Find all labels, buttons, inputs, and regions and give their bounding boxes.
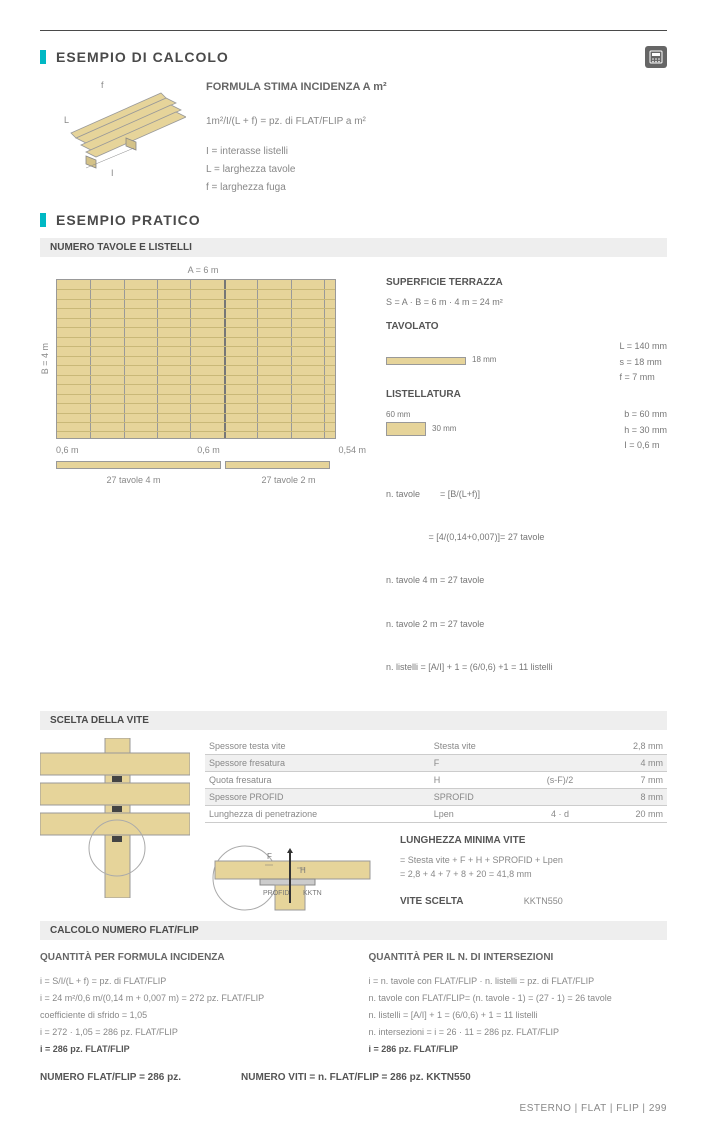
- qf-5: i = 286 pz. FLAT/FLIP: [40, 1041, 339, 1058]
- qi-0: i = n. tavole con FLAT/FLIP · n. listell…: [369, 973, 668, 990]
- svg-text:KKTN: KKTN: [303, 890, 322, 897]
- section-title: ESEMPIO PRATICO: [56, 212, 201, 228]
- dim-2: 0,54 m: [338, 445, 366, 455]
- dia-label-L: L: [64, 115, 69, 125]
- tav-spec-0: L = 140 mm: [620, 339, 667, 353]
- tav-1: 27 tavole 2 m: [261, 475, 315, 485]
- screw-cross-section-diagram: F H PROFID KKTN: [205, 843, 385, 913]
- cyan-accent-bar: [40, 50, 46, 64]
- h-quant-inter: QUANTITÀ PER IL N. DI INTERSEZIONI: [369, 948, 668, 967]
- qf-1: i = 24 m²/0,6 m/(0,14 m + 0,007 m) = 272…: [40, 990, 339, 1007]
- listello-cross-section: [386, 422, 426, 436]
- dia-label-I: I: [111, 168, 114, 178]
- calc-tav-2: n. tavole 4 m = 27 tavole: [386, 573, 667, 587]
- dia-label-f: f: [101, 80, 104, 90]
- list-spec-1: h = 30 mm: [624, 423, 667, 437]
- table-row: Spessore testa viteStesta vite2,8 mm: [205, 738, 667, 755]
- h-quant-formula: QUANTITÀ PER FORMULA INCIDENZA: [40, 948, 339, 967]
- section-title: ESEMPIO DI CALCOLO: [56, 49, 229, 65]
- table-row: Spessore PROFIDSPROFID8 mm: [205, 788, 667, 805]
- qf-3: coefficiente di sfrido = 1,05: [40, 1007, 339, 1024]
- deck-left-label: B = 4 m: [40, 343, 50, 374]
- svg-text:H: H: [300, 866, 306, 875]
- svg-text:PROFID: PROFID: [263, 890, 289, 897]
- deck-top-label: A = 6 m: [40, 265, 366, 275]
- board-4m: [56, 461, 221, 469]
- calc-tav-0: n. tavole = [B/(L+f)]: [386, 487, 667, 501]
- list-spec-0: b = 60 mm: [624, 407, 667, 421]
- vite-scelta-val: KKTN550: [524, 894, 563, 910]
- section-header-calcolo: ESEMPIO DI CALCOLO: [40, 46, 667, 68]
- formula-legend-1: L = larghezza tavole: [206, 161, 667, 179]
- tav-t: 18 mm: [472, 354, 496, 367]
- table-row: Spessore fresaturaF4 mm: [205, 754, 667, 771]
- qf-4: i = 272 · 1,05 = 286 pz. FLAT/FLIP: [40, 1024, 339, 1041]
- calc-tav-1: = [4/(0,14+0,007)]= 27 tavole: [386, 530, 667, 544]
- h-superficie: SUPERFICIE TERRAZZA: [386, 275, 667, 291]
- page-footer: ESTERNO | FLAT | FLIP | 299: [40, 1103, 667, 1114]
- bottom-right: NUMERO VITI = n. FLAT/FLIP = 286 pz. KKT…: [241, 1072, 471, 1083]
- svg-text:F: F: [267, 852, 272, 861]
- tav-spec-1: s = 18 mm: [620, 355, 667, 369]
- calc-tav-3: n. tavole 2 m = 27 tavole: [386, 617, 667, 631]
- vite-scelta-label: VITE SCELTA: [400, 894, 464, 910]
- formula-legend-2: f = larghezza fuga: [206, 179, 667, 197]
- formula-title: FORMULA STIMA INCIDENZA A m²: [206, 78, 667, 98]
- bottom-left: NUMERO FLAT/FLIP = 286 pz.: [40, 1072, 181, 1083]
- dim-0: 0,6 m: [56, 445, 79, 455]
- list-spec-2: I = 0,6 m: [624, 438, 667, 452]
- lungmin-2: = 2,8 + 4 + 7 + 8 + 20 = 41,8 mm: [400, 867, 563, 881]
- formula-legend-0: I = interasse listelli: [206, 143, 667, 161]
- tavolato-cross-section: [386, 357, 466, 365]
- cyan-accent-bar: [40, 213, 46, 227]
- subheader-tavole: NUMERO TAVOLE E LISTELLI: [40, 238, 667, 257]
- subheader-vite: SCELTA DELLA VITE: [40, 711, 667, 730]
- eq-superficie: S = A · B = 6 m · 4 m = 24 m²: [386, 295, 667, 309]
- dim-1: 0,6 m: [197, 445, 220, 455]
- tav-0: 27 tavole 4 m: [106, 475, 160, 485]
- screw-spec-table: Spessore testa viteStesta vite2,8 mmSpes…: [205, 738, 667, 823]
- list-t: 30 mm: [432, 423, 456, 436]
- qi-5: i = 286 pz. FLAT/FLIP: [369, 1041, 668, 1058]
- list-w: 60 mm: [386, 410, 410, 419]
- board-2m: [225, 461, 330, 469]
- subheader-calcflat: CALCOLO NUMERO FLAT/FLIP: [40, 921, 667, 940]
- calc-tav-4: n. listelli = [A/I] + 1 = (6/0,6) +1 = 1…: [386, 660, 667, 674]
- qi-4: n. intersezioni = i = 26 · 11 = 286 pz. …: [369, 1024, 668, 1041]
- formula-main: 1m²/I/(L + f) = pz. di FLAT/FLIP a m²: [206, 113, 667, 131]
- tav-spec-2: f = 7 mm: [620, 370, 667, 384]
- table-row: Quota fresaturaH(s-F)/27 mm: [205, 771, 667, 788]
- formula-diagram: f L I: [56, 78, 186, 178]
- h-lungmin: LUNGHEZZA MINIMA VITE: [400, 833, 563, 849]
- deck-plan-diagram: [56, 279, 336, 439]
- qf-0: i = S/I/(L + f) = pz. di FLAT/FLIP: [40, 973, 339, 990]
- h-listellatura: LISTELLATURA: [386, 387, 667, 403]
- screw-side-diagram: [40, 738, 190, 898]
- lungmin-1: = Stesta vite + F + H + SPROFID + Lpen: [400, 853, 563, 867]
- table-row: Lunghezza di penetrazioneLpen4 · d20 mm: [205, 805, 667, 822]
- section-header-pratico: ESEMPIO PRATICO: [40, 212, 667, 228]
- qi-1: n. tavole con FLAT/FLIP= (n. tavole - 1)…: [369, 990, 668, 1007]
- qi-2: n. listelli = [A/I] + 1 = (6/0,6) + 1 = …: [369, 1007, 668, 1024]
- h-tavolato: TAVOLATO: [386, 319, 667, 335]
- calculator-icon: [645, 46, 667, 68]
